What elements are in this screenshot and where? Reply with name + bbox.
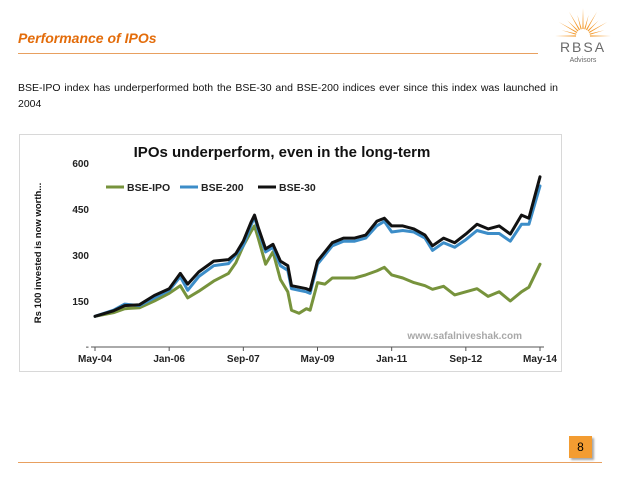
watermark: www.safalniveshak.com bbox=[406, 331, 522, 342]
legend-label: BSE-200 bbox=[201, 182, 244, 194]
y-tick-zero: - bbox=[86, 342, 89, 353]
rbsa-logo: RBSA Advisors bbox=[537, 6, 629, 66]
x-tick-label: Jan-06 bbox=[153, 354, 185, 365]
sun-ray bbox=[569, 11, 581, 31]
sun-ray bbox=[582, 8, 584, 30]
sun-ray bbox=[585, 11, 597, 31]
footer-rule bbox=[18, 462, 602, 463]
x-tick-label: May-14 bbox=[523, 354, 557, 365]
title-underline bbox=[18, 53, 538, 54]
x-tick-label: May-09 bbox=[301, 354, 335, 365]
series-line-bse-200 bbox=[93, 184, 542, 318]
y-tick-label: 600 bbox=[72, 159, 89, 170]
page-number-badge: 8 bbox=[569, 436, 592, 458]
y-axis-label: Rs 100 invested is now worth... bbox=[33, 183, 44, 323]
sun-ray bbox=[587, 20, 599, 32]
y-tick-label: 450 bbox=[72, 205, 89, 216]
series-line-bse-ipo bbox=[93, 224, 542, 318]
sun-ray bbox=[589, 35, 611, 37]
sun-ray bbox=[589, 30, 605, 35]
chart-title: IPOs underperform, even in the long-term bbox=[134, 144, 431, 161]
line-chart: IPOs underperform, even in the long-term… bbox=[33, 144, 557, 365]
logo-subtitle: Advisors bbox=[569, 57, 597, 64]
sun-ray bbox=[558, 22, 578, 34]
y-tick-label: 300 bbox=[72, 251, 89, 262]
y-tick-label: 150 bbox=[72, 297, 89, 308]
logo-name: RBSA bbox=[559, 39, 607, 55]
legend-label: BSE-30 bbox=[279, 182, 316, 194]
sun-ray bbox=[561, 30, 577, 35]
chart-frame: IPOs underperform, even in the long-term… bbox=[19, 134, 562, 372]
body-text: BSE-IPO index has underperformed both th… bbox=[18, 82, 558, 110]
sun-ray bbox=[588, 22, 608, 34]
page-number: 8 bbox=[577, 440, 584, 454]
sun-ray bbox=[555, 35, 577, 37]
series-line-bse-30 bbox=[93, 175, 542, 318]
x-tick-label: Sep-12 bbox=[449, 354, 482, 365]
sun-ray bbox=[577, 14, 582, 30]
x-tick-label: May-04 bbox=[78, 354, 112, 365]
slide-title: Performance of IPOs bbox=[18, 30, 157, 46]
sun-ray bbox=[584, 14, 589, 30]
x-tick-label: Jan-11 bbox=[376, 354, 408, 365]
legend-label: BSE-IPO bbox=[127, 182, 170, 194]
sunburst-icon bbox=[555, 8, 611, 37]
sun-ray bbox=[567, 20, 579, 32]
x-tick-label: Sep-07 bbox=[227, 354, 260, 365]
